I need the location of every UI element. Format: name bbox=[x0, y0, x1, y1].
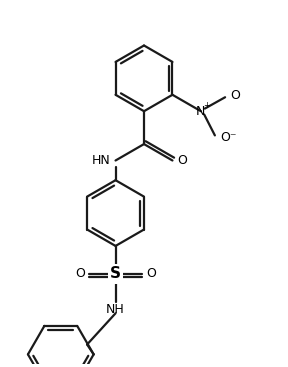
Text: HN: HN bbox=[92, 154, 111, 167]
Text: O: O bbox=[75, 268, 85, 280]
Text: N: N bbox=[196, 105, 206, 118]
Text: O: O bbox=[177, 154, 187, 167]
Text: O: O bbox=[146, 268, 156, 280]
Text: S: S bbox=[110, 266, 121, 281]
Text: O⁻: O⁻ bbox=[220, 131, 236, 143]
Text: O: O bbox=[230, 89, 240, 102]
Text: NH: NH bbox=[106, 304, 125, 316]
Text: +: + bbox=[203, 101, 210, 110]
